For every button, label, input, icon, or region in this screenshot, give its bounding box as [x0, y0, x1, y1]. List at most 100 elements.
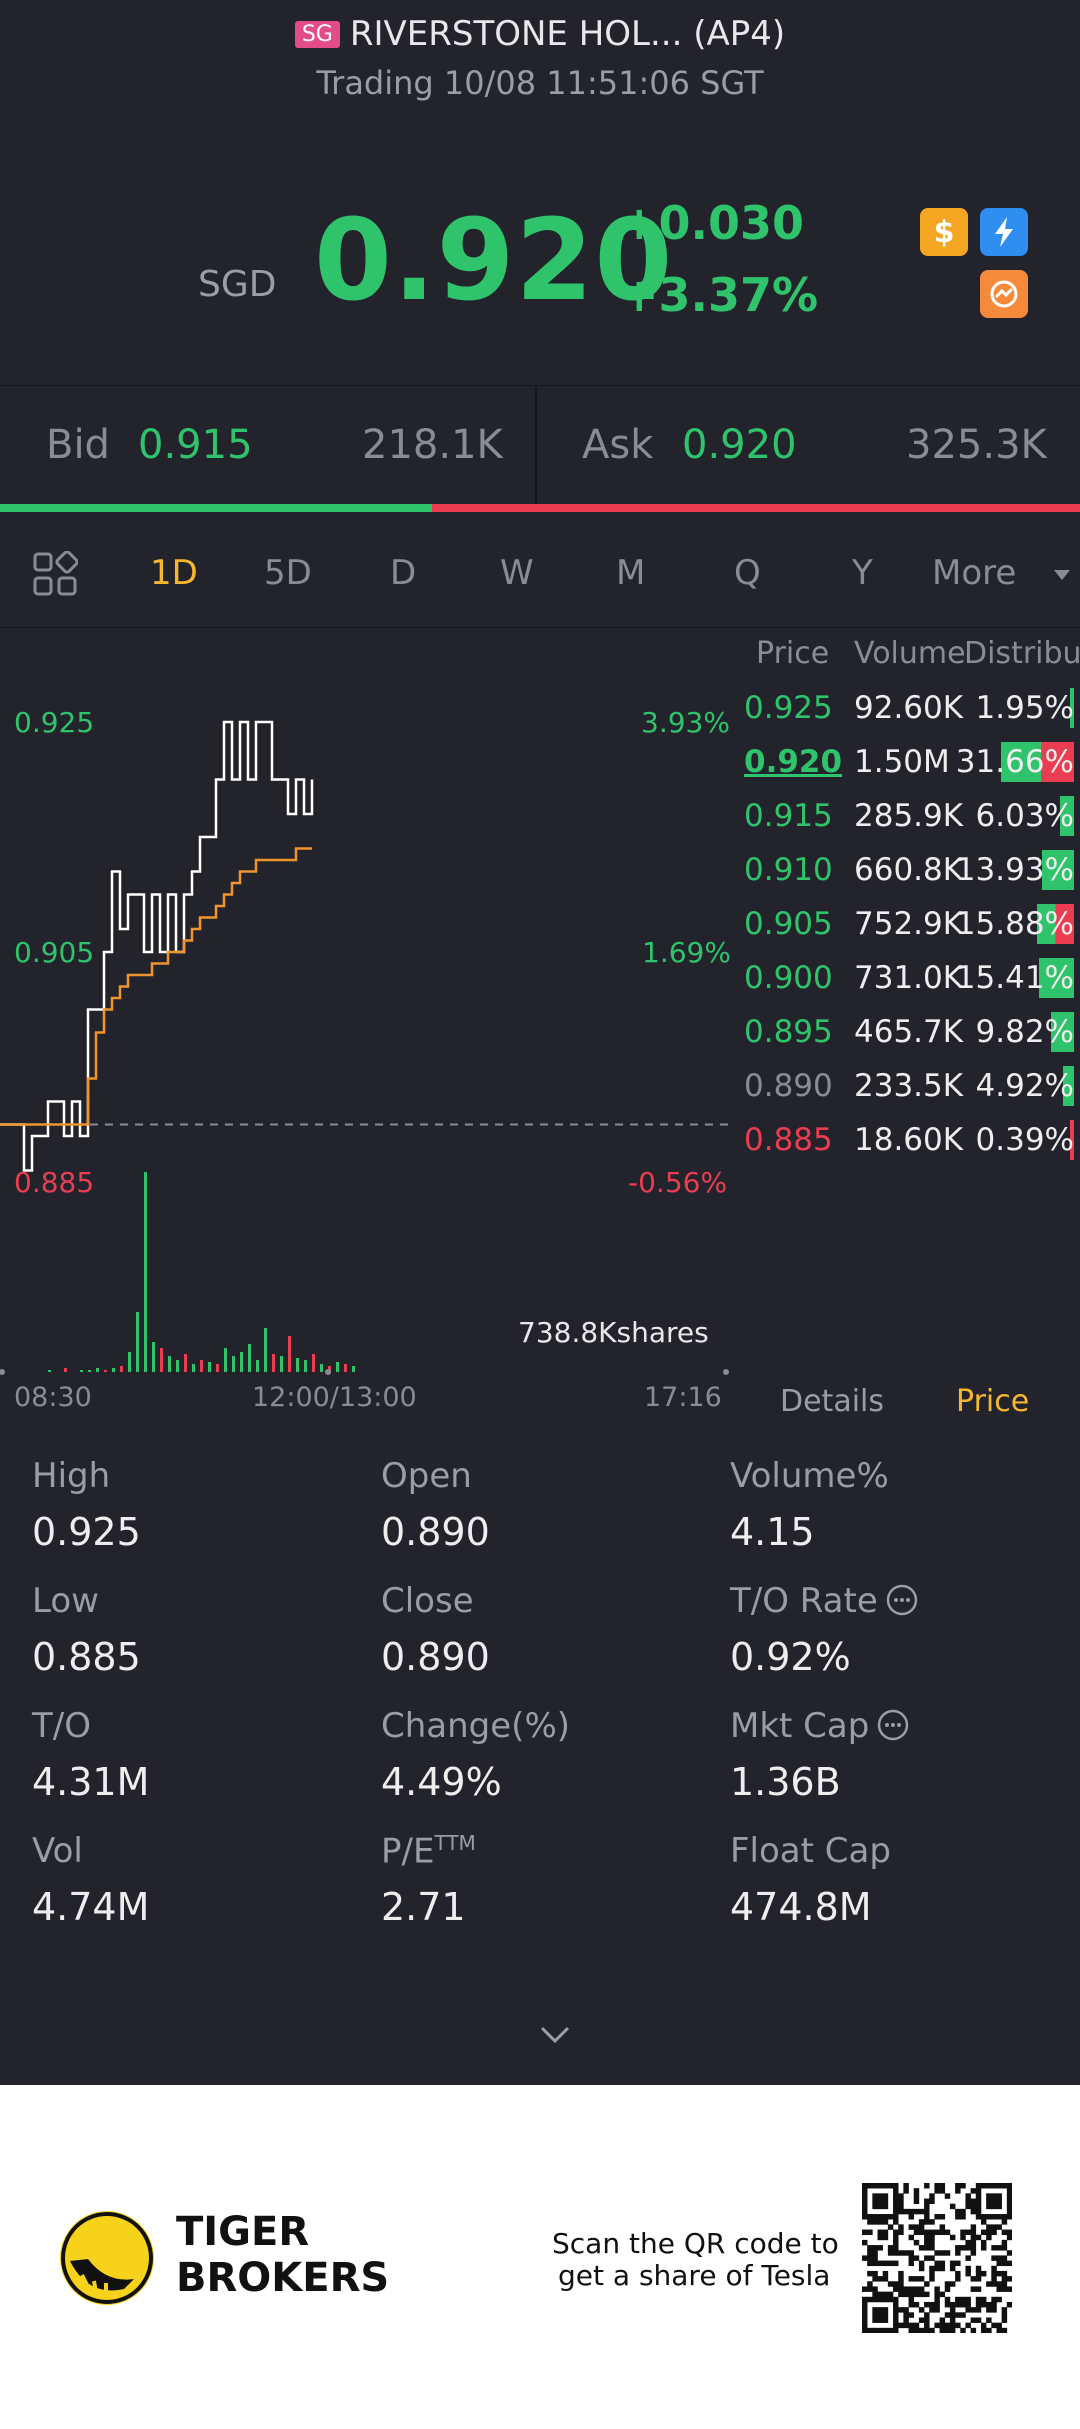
- chevron-down-icon[interactable]: [1052, 567, 1072, 586]
- bid-label: Bid: [46, 422, 110, 468]
- stat-label-text: Float Cap: [730, 1831, 891, 1871]
- volume-bar: [272, 1354, 275, 1372]
- tab-price[interactable]: Price: [956, 1384, 1030, 1419]
- qr-module: [986, 2224, 992, 2230]
- qr-module: [924, 2203, 930, 2210]
- qr-module: [908, 2276, 915, 2282]
- qr-module: [872, 2307, 878, 2313]
- qr-module: [986, 2183, 992, 2189]
- chart-layout-icon[interactable]: [32, 550, 79, 601]
- info-icon[interactable]: [877, 1709, 909, 1750]
- qr-module: [960, 2229, 966, 2236]
- qr-module: [882, 2260, 889, 2267]
- qr-module: [882, 2312, 889, 2318]
- bid-ask-ratio-bar: [0, 504, 1080, 512]
- qr-module: [924, 2239, 930, 2246]
- qr-module: [929, 2219, 935, 2225]
- tab-m[interactable]: M: [616, 553, 646, 593]
- qr-module: [903, 2208, 909, 2215]
- qr-module: [934, 2286, 940, 2292]
- qr-module: [996, 2286, 1002, 2292]
- qr-module: [924, 2245, 930, 2251]
- stat-label: Low: [32, 1581, 99, 1621]
- qr-module: [991, 2322, 997, 2329]
- qr-module: [1006, 2193, 1013, 2199]
- book-row: 0.885 18.60K 0.39%: [740, 1114, 1080, 1168]
- qr-module: [893, 2301, 899, 2308]
- tab-5d[interactable]: 5D: [264, 553, 312, 593]
- title-row: SG RIVERSTONE HOL... (AP4): [0, 14, 1080, 54]
- qr-module: [882, 2327, 889, 2334]
- info-icon[interactable]: [886, 1584, 918, 1625]
- qr-module: [918, 2219, 925, 2225]
- qr-module: [975, 2296, 982, 2303]
- axis-dot: [325, 1369, 331, 1375]
- qr-module: [898, 2307, 904, 2313]
- qr-module: [913, 2198, 920, 2204]
- qr-module: [965, 2203, 971, 2210]
- qr-module: [929, 2239, 935, 2246]
- promo-footer: TIGER BROKERS Scan the QR code to get a …: [0, 2085, 1080, 2429]
- volume-bar: [184, 1354, 187, 1372]
- qr-code[interactable]: [862, 2183, 1013, 2337]
- tab-d[interactable]: D: [390, 553, 417, 593]
- time-label-mid: 12:00/13:00: [252, 1382, 417, 1413]
- qr-module: [949, 2301, 956, 2308]
- book-price: 0.890: [744, 1068, 833, 1104]
- tab-more[interactable]: More: [932, 553, 1017, 593]
- qr-module: [929, 2245, 935, 2251]
- qr-module: [970, 2276, 977, 2282]
- qr-module: [929, 2327, 935, 2334]
- qr-module: [980, 2183, 987, 2189]
- qr-module: [955, 2188, 961, 2194]
- qr-module: [862, 2193, 868, 2199]
- tab-1d[interactable]: 1D: [150, 553, 198, 593]
- qr-module: [872, 2219, 878, 2225]
- qr-module: [970, 2245, 977, 2251]
- qr-module: [944, 2301, 951, 2308]
- volume-bar: [152, 1342, 155, 1372]
- price-line: [0, 720, 314, 1172]
- book-price: 0.925: [744, 690, 833, 726]
- volume-bar: [128, 1352, 131, 1372]
- stock-title[interactable]: RIVERSTONE HOL... (AP4): [349, 14, 786, 54]
- dollar-icon[interactable]: $: [920, 208, 968, 256]
- axis-pct-low: -0.56%: [628, 1166, 728, 1199]
- expand-chevron-icon[interactable]: [538, 2024, 572, 2050]
- book-row: 0.905 752.9K 15.88%: [740, 898, 1080, 952]
- qr-module: [877, 2276, 883, 2282]
- stat-value: 0.925: [32, 1510, 141, 1554]
- qr-module: [1006, 2188, 1013, 2194]
- tab-details[interactable]: Details: [780, 1384, 885, 1419]
- tab-y[interactable]: Y: [852, 553, 873, 593]
- qr-module: [965, 2198, 971, 2204]
- lightning-icon[interactable]: [980, 208, 1028, 256]
- qr-module: [924, 2234, 930, 2241]
- tiger-logo-icon: [58, 2209, 156, 2311]
- qr-module: [929, 2265, 935, 2272]
- qr-module: [867, 2229, 873, 2236]
- qr-module: [996, 2198, 1002, 2204]
- qr-module: [1006, 2203, 1013, 2210]
- tab-q[interactable]: Q: [734, 553, 761, 593]
- qr-module: [1001, 2276, 1008, 2282]
- qr-module: [955, 2301, 961, 2308]
- qr-module: [1001, 2327, 1008, 2334]
- qr-module: [949, 2312, 956, 2318]
- qr-module: [887, 2296, 894, 2303]
- qr-module: [970, 2188, 977, 2194]
- trading-status: Trading 10/08 11:51:06 SGT: [316, 64, 764, 102]
- qr-module: [908, 2234, 915, 2241]
- qr-module: [882, 2234, 889, 2241]
- qr-module: [975, 2214, 982, 2220]
- qr-module: [898, 2322, 904, 2329]
- qr-module: [862, 2229, 868, 2236]
- qr-module: [965, 2229, 971, 2236]
- book-row: 0.910 660.8K 13.93%: [740, 844, 1080, 898]
- intraday-chart[interactable]: 0.925 0.905 0.885 3.93% 1.69% -0.56% 738…: [0, 630, 731, 1413]
- shortable-icon[interactable]: [980, 270, 1028, 318]
- qr-module: [924, 2281, 930, 2287]
- tab-w[interactable]: W: [500, 553, 534, 593]
- qr-module: [862, 2301, 868, 2308]
- distribution-bar: [1051, 1012, 1074, 1052]
